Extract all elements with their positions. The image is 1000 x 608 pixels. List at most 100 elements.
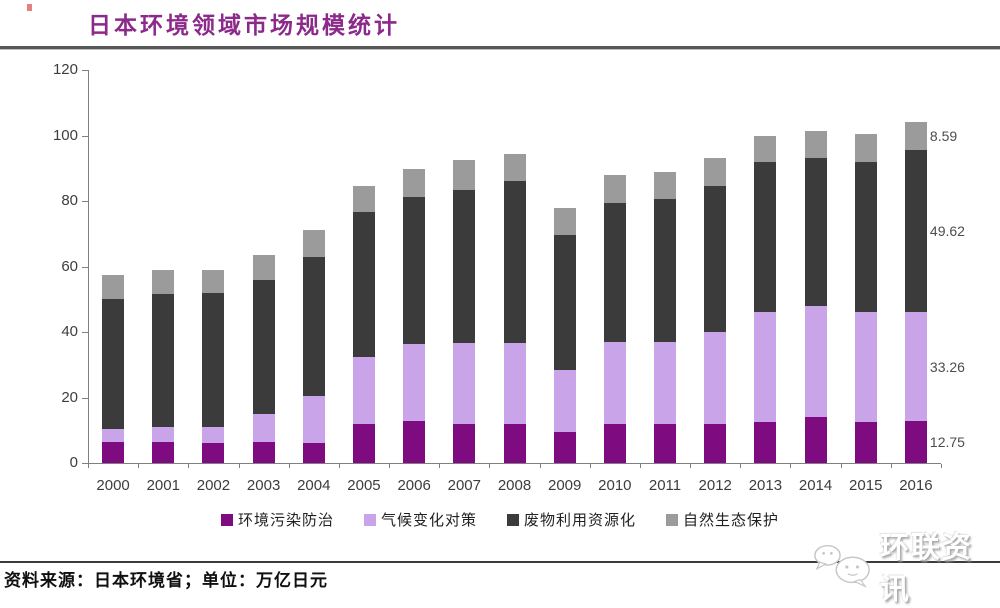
x-axis-tick — [539, 464, 541, 468]
y-axis-label: 120 — [52, 61, 78, 78]
legend-label: 气候变化对策 — [380, 513, 477, 529]
legend-item-4: 自然生态保护 — [666, 509, 779, 530]
x-axis-tick — [589, 464, 591, 468]
x-axis-tick — [740, 464, 742, 468]
x-axis-tick — [389, 464, 391, 468]
y-axis-tick — [82, 201, 88, 202]
bar-segment-2012-s1 — [704, 423, 727, 463]
bar-segment-2010-s2 — [603, 341, 626, 424]
bar-segment-2008-s1 — [503, 423, 526, 463]
page-title: 日本环境领域市场规模统计 — [88, 13, 400, 38]
bar-segment-2016-s2 — [904, 312, 927, 422]
bar-segment-2015-s3 — [854, 161, 877, 313]
x-axis-label-2008: 2008 — [497, 477, 532, 494]
legend-swatch-icon — [666, 513, 679, 526]
x-axis-label-2011: 2011 — [648, 477, 682, 494]
legend-swatch-icon — [507, 513, 519, 526]
bar-segment-2008-s4 — [503, 153, 526, 182]
x-axis-label-2002: 2002 — [196, 477, 231, 494]
bar-segment-2016-s4 — [904, 121, 927, 150]
x-axis-label-2005: 2005 — [347, 477, 381, 494]
bar-segment-2003-s4 — [252, 255, 275, 280]
bar-segment-2015-s4 — [854, 133, 877, 162]
bar-segment-2011-s2 — [654, 341, 677, 424]
y-axis-label: 0 — [69, 454, 78, 471]
source-note: 资料来源：日本环境省；单位：万亿日元 — [4, 571, 328, 590]
bar-segment-2011-s4 — [654, 171, 677, 200]
bar-segment-2000-s2 — [102, 428, 125, 442]
bar-segment-2006-s1 — [403, 421, 426, 463]
legend-item-2: 气候变化对策 — [363, 509, 477, 530]
legend-swatch-icon — [220, 513, 233, 526]
bar-segment-2002-s2 — [202, 426, 225, 444]
x-axis-label-2012: 2012 — [698, 477, 732, 494]
bar-segment-2007-s4 — [453, 160, 476, 190]
bar-segment-2000-s1 — [102, 441, 125, 463]
legend-label: 废物利用资源化 — [524, 513, 637, 529]
bar-segment-2016-s3 — [904, 149, 927, 313]
bar-segment-2012-s3 — [704, 186, 727, 332]
x-axis-tick — [188, 464, 190, 468]
bar-segment-2001-s3 — [152, 294, 175, 427]
bar-segment-2015-s1 — [854, 422, 877, 463]
stacked-bar-chart: 0 20 40 60 80 100 120 2000 2001 2002 2003 2004 2005 2… — [0, 56, 1000, 506]
y-axis-label: 100 — [52, 126, 78, 144]
bar-segment-2010-s4 — [603, 174, 626, 203]
bar-segment-2001-s4 — [152, 269, 175, 295]
x-axis-tick — [890, 464, 892, 468]
chart-legend: 环境污染防治 气候变化对策 废物利用资源化 自然生态保护 — [0, 509, 1000, 530]
bar-segment-2001-s1 — [152, 441, 175, 463]
bar-segment-2009-s4 — [553, 207, 576, 236]
y-axis-tick — [82, 463, 88, 464]
x-axis-tick — [88, 464, 89, 468]
title-divider — [0, 46, 1000, 50]
bar-segment-2013-s2 — [754, 312, 777, 423]
footer-divider — [0, 561, 1000, 563]
legend-swatch-icon — [363, 513, 376, 526]
bar-segment-2016-s1 — [904, 421, 927, 463]
bar-segment-2005-s2 — [352, 356, 375, 424]
bar-segment-2009-s3 — [553, 235, 576, 370]
bar-segment-2007-s3 — [453, 189, 476, 344]
bar-segment-2009-s1 — [553, 431, 576, 463]
x-axis-label-2004: 2004 — [297, 477, 331, 494]
y-axis-label: 40 — [61, 323, 78, 340]
legend-label: 环境污染防治 — [237, 513, 334, 529]
bar-segment-2004-s4 — [302, 230, 325, 257]
red-mark — [27, 4, 32, 11]
legend-label: 自然生态保护 — [683, 513, 780, 529]
bar-segment-2011-s1 — [654, 423, 677, 463]
bar-segment-2011-s3 — [654, 199, 677, 342]
x-axis-tick — [439, 464, 441, 468]
bar-segment-2014-s2 — [804, 305, 827, 418]
bar-segment-2008-s2 — [503, 343, 526, 424]
bar-segment-2005-s1 — [352, 423, 375, 463]
x-axis-label-2013: 2013 — [748, 477, 783, 494]
bar-segment-2003-s2 — [252, 413, 275, 442]
y-axis-line — [88, 70, 89, 464]
bar-segment-2002-s4 — [202, 269, 225, 293]
x-axis-tick — [790, 464, 792, 468]
x-axis-tick — [840, 464, 842, 468]
x-axis-tick — [690, 464, 692, 468]
bar-segment-2007-s1 — [453, 423, 476, 463]
bar-segment-2003-s3 — [252, 279, 275, 414]
x-axis-tick — [941, 464, 942, 468]
x-axis-tick — [138, 464, 140, 468]
bar-segment-2003-s1 — [252, 441, 275, 463]
x-axis-label-2010: 2010 — [598, 477, 632, 494]
chat-bubbles-icon — [814, 544, 870, 588]
x-axis-tick — [639, 464, 641, 468]
brand-logo: 环联资讯 — [812, 532, 1000, 606]
x-axis-label-2016: 2016 — [899, 477, 933, 494]
bar-segment-2006-s3 — [403, 196, 426, 345]
bar-segment-2009-s2 — [553, 369, 576, 432]
x-axis-label-2006: 2006 — [397, 477, 431, 494]
data-label-12.75: 12.75 — [929, 434, 965, 451]
bar-segment-2004-s1 — [302, 443, 325, 463]
x-axis-line — [88, 463, 941, 464]
bar-segment-2000-s3 — [102, 299, 125, 429]
x-axis-label-2014: 2014 — [798, 477, 833, 494]
bar-segment-2013-s3 — [754, 161, 777, 313]
